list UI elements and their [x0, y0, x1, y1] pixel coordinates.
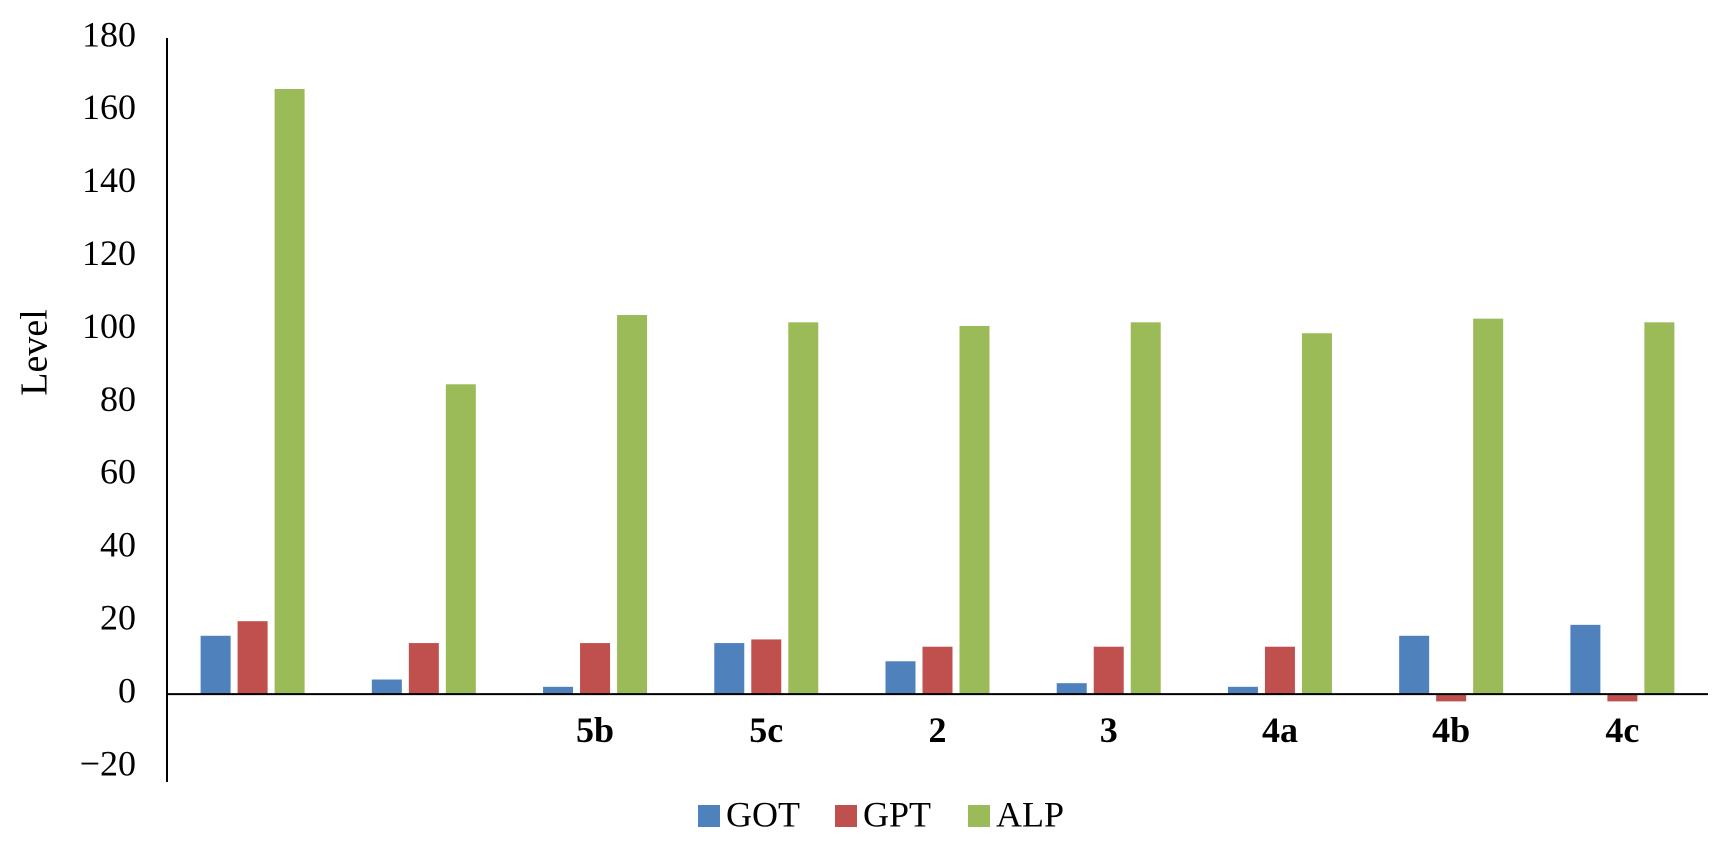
x-category-label: 2 [929, 710, 947, 750]
bar-got-cat1 [200, 635, 231, 695]
bar-alp-5c [788, 322, 819, 695]
bar-alp-3 [1130, 322, 1161, 695]
x-axis-category-labels: 5b 5c 2 3 4a 4b 4c [576, 710, 1639, 750]
y-axis-ticks: −20 0 20 40 60 80 100 120 140 160 180 [80, 14, 136, 783]
y-tick-label: 120 [82, 233, 136, 273]
y-axis-title: Level [14, 309, 56, 396]
bar-got-2 [885, 661, 916, 695]
bar-alp-4a [1301, 333, 1332, 695]
y-tick-label: 40 [100, 525, 136, 565]
bar-gpt-cat2 [408, 643, 439, 695]
y-tick-label: −20 [80, 743, 136, 783]
x-category-label: 4a [1262, 710, 1298, 750]
bar-alp-4c [1644, 322, 1675, 695]
y-tick-label: 60 [100, 452, 136, 492]
bar-alp-5b [617, 315, 648, 695]
y-tick-label: 80 [100, 379, 136, 419]
y-tick-label: 160 [82, 87, 136, 127]
legend-label-gpt: GPT [863, 794, 931, 834]
bar-gpt-5c [751, 639, 782, 695]
bar-got-5b [543, 686, 574, 695]
legend: GOT GPT ALP [698, 794, 1064, 834]
x-category-label: 4b [1432, 710, 1470, 750]
bar-got-4b [1399, 635, 1430, 695]
legend-swatch-got [698, 805, 720, 827]
bar-gpt-4a [1264, 646, 1295, 695]
legend-swatch-gpt [835, 805, 857, 827]
bars [200, 89, 1675, 702]
bar-gpt-3 [1093, 646, 1124, 695]
bar-got-4c [1570, 624, 1601, 695]
x-category-label: 3 [1100, 710, 1118, 750]
y-tick-label: 0 [118, 670, 136, 710]
x-category-label: 4c [1605, 710, 1639, 750]
x-category-label: 5b [576, 710, 614, 750]
bar-got-cat2 [371, 679, 402, 695]
y-axis-title-group: Level [14, 309, 56, 396]
legend-swatch-alp [968, 805, 990, 827]
bar-gpt-4b [1436, 694, 1467, 702]
bar-gpt-4c [1607, 694, 1638, 702]
bar-alp-cat2 [445, 384, 476, 695]
bar-alp-2 [959, 325, 990, 695]
bar-alp-4b [1473, 318, 1504, 695]
bar-got-5c [714, 643, 745, 695]
y-tick-label: 20 [100, 597, 136, 637]
bar-got-3 [1056, 683, 1087, 695]
x-category-label: 5c [749, 710, 783, 750]
legend-label-alp: ALP [996, 794, 1064, 834]
bar-gpt-2 [922, 646, 953, 695]
legend-label-got: GOT [726, 794, 800, 834]
y-tick-label: 140 [82, 160, 136, 200]
y-tick-label: 180 [82, 14, 136, 54]
bar-alp-cat1 [274, 89, 305, 695]
bar-gpt-cat1 [237, 621, 268, 695]
bar-got-4a [1227, 686, 1258, 695]
bar-gpt-5b [580, 643, 611, 695]
y-tick-label: 100 [82, 306, 136, 346]
